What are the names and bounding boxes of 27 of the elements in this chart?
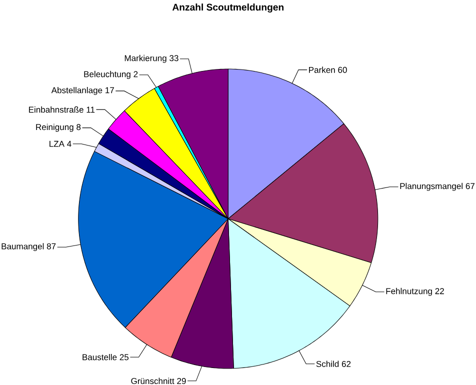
data-label: 33	[170, 55, 178, 62]
data-label: 22	[435, 288, 444, 294]
data-label: 67	[466, 183, 474, 190]
slice-label: LZA	[50, 140, 64, 147]
data-label: 87	[46, 243, 56, 250]
data-label: 4	[67, 140, 72, 147]
data-label: 11	[86, 106, 95, 113]
data-label: 17	[106, 87, 114, 94]
data-label: 60	[338, 66, 347, 73]
data-label: 8	[76, 124, 81, 130]
slice-label: Baustelle	[82, 354, 117, 360]
slice-label: Beleuchtung	[84, 70, 130, 79]
data-label: 29	[177, 378, 186, 384]
slice-label: Markierung	[124, 54, 166, 63]
slice-label: Reinigung	[36, 124, 74, 132]
slice-label: Parken	[309, 66, 335, 73]
slice-label: Abstellanlage	[51, 86, 102, 95]
data-label: 25	[120, 354, 129, 360]
slice-label: Planungsmangel	[400, 182, 462, 191]
slice-label: Baumangel	[2, 243, 44, 252]
data-label: 62	[342, 360, 351, 367]
slice-label: Fehlnutzung	[386, 288, 432, 296]
slice-label: Schild	[316, 360, 339, 367]
slice-label: Grünschnitt	[131, 378, 174, 384]
slice-label: Einbahnstraße	[29, 106, 84, 113]
data-label: 2	[134, 71, 138, 78]
chart-title: Anzahl Scoutmeldungen	[172, 4, 284, 12]
